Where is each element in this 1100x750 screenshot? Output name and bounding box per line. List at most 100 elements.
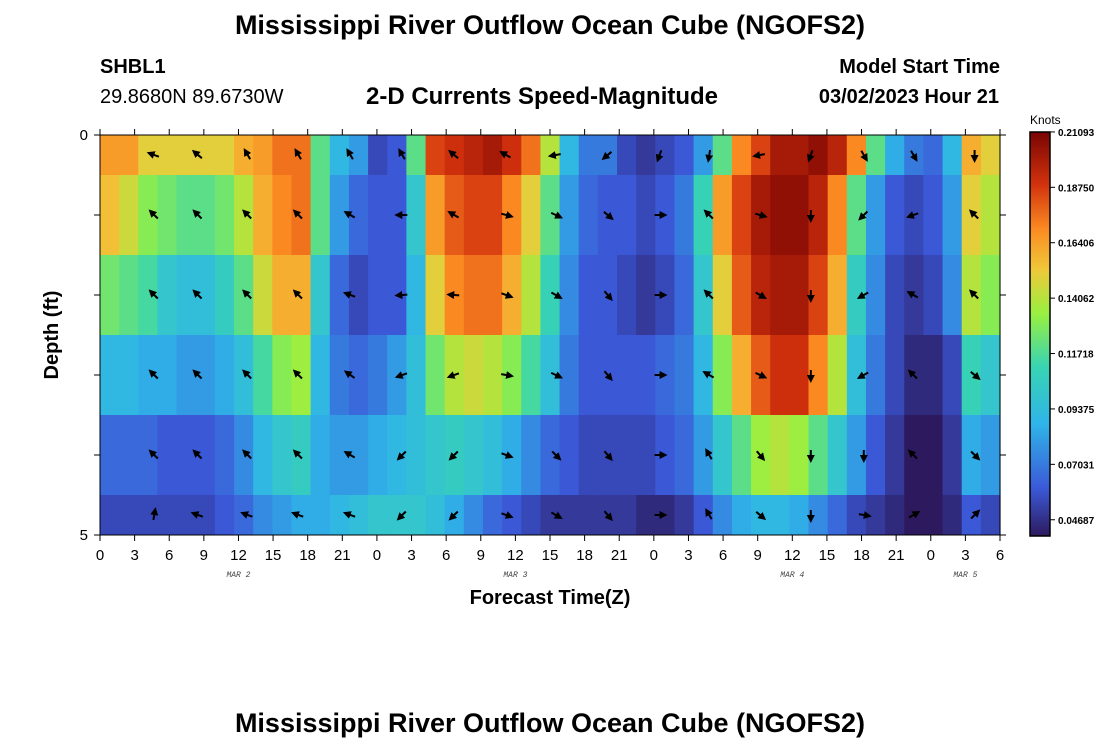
- heatmap-cell: [176, 415, 197, 495]
- current-arrow: [242, 209, 252, 220]
- heatmap-cell: [540, 255, 561, 335]
- heatmap-cells: [100, 135, 1001, 535]
- heatmap-cell: [636, 255, 656, 335]
- heatmap-cell: [827, 495, 848, 535]
- current-arrow: [906, 291, 919, 299]
- current-arrow: [970, 450, 981, 461]
- heatmap-cell: [253, 135, 273, 175]
- heatmap-cell: [617, 415, 637, 495]
- heatmap-cell: [348, 415, 369, 495]
- heatmap-cell: [846, 495, 867, 535]
- heatmap-cell: [368, 415, 388, 495]
- current-arrow: [858, 511, 872, 519]
- colorbar-tick-label: 0.04687: [1058, 516, 1095, 527]
- current-arrow: [603, 211, 614, 221]
- current-arrow: [905, 211, 919, 219]
- heatmap-cell: [253, 335, 273, 415]
- heatmap-cell: [617, 335, 637, 415]
- heatmap-cell: [253, 415, 273, 495]
- heatmap-cell: [559, 335, 580, 415]
- x-tick-label: 6: [442, 547, 450, 564]
- heatmap-cell: [463, 335, 484, 415]
- heatmap-cell: [636, 175, 656, 255]
- heatmap-cell: [923, 255, 944, 335]
- heatmap-cell: [789, 175, 810, 255]
- heatmap-cell: [559, 175, 580, 255]
- current-arrow: [550, 291, 563, 299]
- heatmap-cell: [234, 415, 254, 495]
- current-arrow: [601, 151, 613, 161]
- colorbar-tick-label: 0.11718: [1058, 350, 1094, 361]
- heatmap-cell: [100, 495, 120, 535]
- x-tick-label: 9: [477, 547, 485, 564]
- heatmap-cell: [827, 175, 848, 255]
- current-arrow: [550, 211, 564, 219]
- current-arrow: [858, 210, 869, 221]
- heatmap-cell: [865, 175, 886, 255]
- x-tick-label: 21: [888, 547, 905, 564]
- heatmap-cell: [119, 175, 139, 255]
- current-arrow: [547, 151, 561, 159]
- heatmap-cell: [617, 255, 637, 335]
- heatmap-cell: [176, 255, 197, 335]
- x-tick-label: 12: [507, 547, 524, 564]
- heatmap-cell: [961, 135, 982, 175]
- x-tick-label: 3: [407, 547, 415, 564]
- heatmap-cell: [827, 415, 848, 495]
- heatmap-cell: [463, 175, 484, 255]
- heatmap-cell: [789, 255, 810, 335]
- y-tick-label: 0: [80, 127, 88, 144]
- heatmap-cell: [674, 415, 695, 495]
- current-arrow: [192, 209, 203, 220]
- heatmap-cell: [100, 415, 120, 495]
- heatmap-cell: [425, 335, 446, 415]
- heatmap-cell: [865, 255, 886, 335]
- current-arrow: [148, 369, 159, 380]
- colorbar-unit: Knots: [1030, 113, 1061, 127]
- heatmap-cell: [272, 135, 293, 175]
- heatmap-cell: [980, 335, 1001, 415]
- heatmap-cell: [846, 335, 867, 415]
- heatmap-cell: [731, 175, 752, 255]
- heatmap-cell: [578, 335, 599, 415]
- heatmap-cell: [348, 495, 369, 535]
- current-arrow: [856, 291, 869, 299]
- heatmap-cell: [942, 135, 963, 175]
- heatmap-cell: [214, 175, 235, 255]
- heatmap-cell: [348, 255, 369, 335]
- heatmap-cell: [655, 135, 676, 175]
- day-label: MAR 3: [503, 571, 527, 580]
- heatmap-cell: [482, 255, 503, 335]
- x-tick-label: 0: [373, 547, 381, 564]
- heatmap-cell: [368, 495, 388, 535]
- heatmap-cell: [425, 175, 446, 255]
- current-arrow: [447, 211, 460, 219]
- current-arrow: [703, 289, 714, 300]
- heatmap-cell: [980, 135, 1001, 175]
- heatmap-cell: [980, 495, 1001, 535]
- heatmap-cell: [138, 255, 159, 335]
- current-arrow: [501, 211, 514, 219]
- x-tick-label: 9: [754, 547, 762, 564]
- heatmap-cell: [942, 495, 963, 535]
- current-arrow: [550, 371, 564, 379]
- heatmap-cell: [329, 335, 350, 415]
- heatmap-cell: [157, 415, 178, 495]
- current-arrow: [908, 511, 921, 519]
- heatmap-cell: [923, 415, 944, 495]
- heatmap-cell: [846, 175, 867, 255]
- heatmap-cell: [578, 255, 599, 335]
- current-arrow: [501, 291, 514, 299]
- heatmap-cell: [827, 255, 848, 335]
- heatmap-cell: [770, 335, 790, 415]
- heatmap-cell: [846, 135, 867, 175]
- heatmap-cell: [214, 255, 235, 335]
- current-arrow: [150, 507, 159, 521]
- current-arrow: [756, 450, 766, 462]
- heatmap-cell: [980, 415, 1001, 495]
- model-start-label: Model Start Time: [839, 56, 1000, 78]
- heatmap-cell: [540, 175, 561, 255]
- current-arrow: [603, 290, 613, 302]
- heatmap-cell: [310, 495, 331, 535]
- heatmap-cell: [770, 415, 790, 495]
